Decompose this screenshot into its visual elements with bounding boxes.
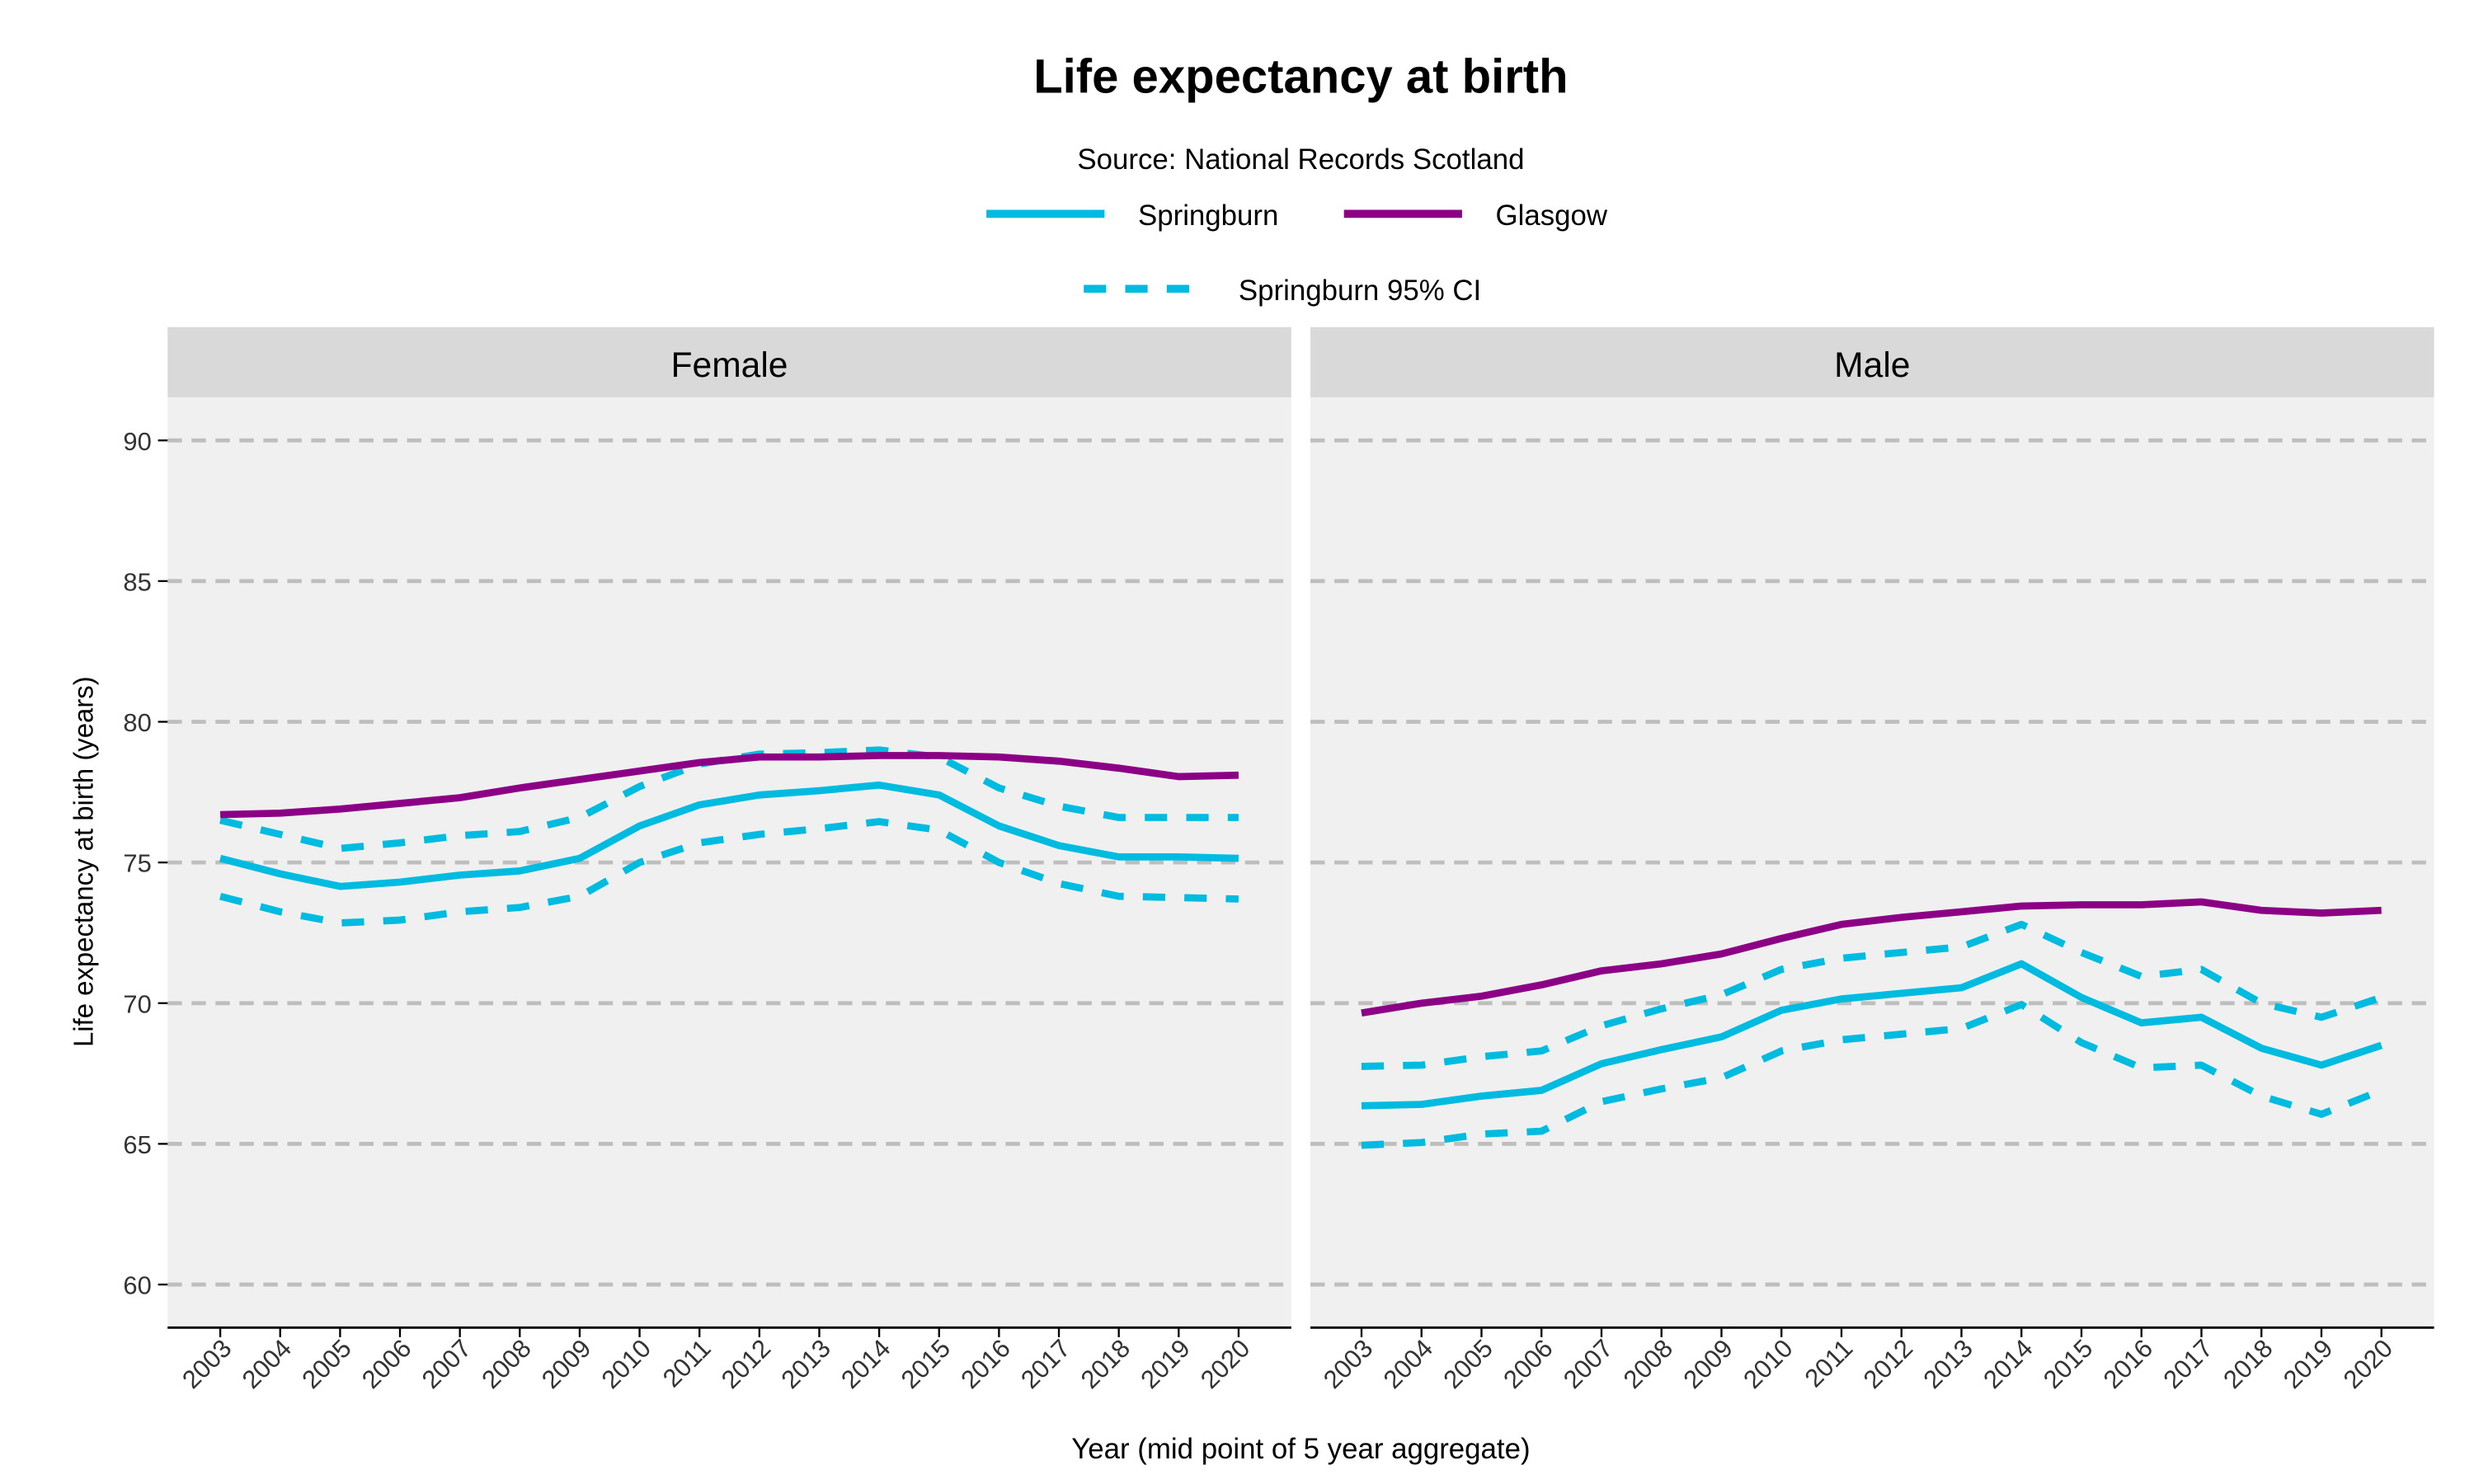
x-tick-label: 2020: [1195, 1334, 1255, 1394]
legend-springburn-label: Springburn: [1138, 200, 1278, 232]
facet-label: Female: [671, 345, 788, 385]
springburn-line: [219, 781, 1239, 890]
x-tick-label: 2014: [1978, 1334, 2038, 1394]
x-tick-label: 2003: [1318, 1334, 1378, 1394]
x-tick-label: 2008: [476, 1334, 536, 1394]
x-tick-label: 2005: [1437, 1334, 1498, 1394]
x-tick-label: 2013: [1917, 1334, 1978, 1394]
x-tick-label: 2018: [2218, 1334, 2278, 1394]
ci-lower-line: [219, 818, 1239, 927]
x-tick-label: 2014: [835, 1334, 896, 1394]
x-tick-label: 2003: [176, 1334, 237, 1394]
ci-upper-line: [1361, 920, 2383, 1070]
legend-ci-label: Springburn 95% CI: [1239, 275, 1481, 307]
y-axis-title: Life expectancy at birth (years): [68, 676, 98, 1047]
y-tick-label: 60: [123, 1271, 151, 1300]
x-tick-label: 2008: [1618, 1334, 1678, 1394]
y-tick-label: 75: [123, 849, 151, 878]
ci-upper-line: [219, 746, 1239, 852]
x-tick-label: 2007: [1558, 1334, 1618, 1394]
facet-strip: [167, 326, 1291, 397]
x-tick-label: 2007: [416, 1334, 477, 1394]
legend-glasgow-label: Glasgow: [1496, 200, 1608, 232]
glasgow-line: [1361, 898, 2382, 1017]
x-axis-title: Year (mid point of 5 year aggregate): [1071, 1433, 1530, 1465]
x-tick-label: 2018: [1075, 1334, 1136, 1394]
facet-strip: [1310, 326, 2434, 397]
x-tick-label: 2016: [2098, 1334, 2158, 1394]
x-tick-label: 2015: [896, 1334, 956, 1394]
legend: Springburn Glasgow Springburn 95% CI: [986, 200, 1608, 307]
x-tick-label: 2005: [296, 1334, 356, 1394]
chart-subtitle: Source: National Records Scotland: [1077, 143, 1524, 176]
y-tick-label: 70: [123, 989, 151, 1018]
x-tick-label: 2019: [1135, 1334, 1195, 1394]
x-tick-label: 2012: [1858, 1334, 1918, 1394]
x-tick-label: 2010: [1738, 1334, 1798, 1394]
x-tick-label: 2010: [596, 1334, 656, 1394]
x-tick-label: 2019: [2278, 1334, 2338, 1394]
springburn-line: [1361, 960, 2383, 1110]
chart-title: Life expectancy at birth: [1033, 49, 1568, 103]
glasgow-line: [219, 752, 1239, 819]
x-tick-label: 2009: [536, 1334, 596, 1394]
x-tick-label: 2017: [2157, 1334, 2218, 1394]
x-tick-label: 2015: [2038, 1334, 2098, 1394]
facet-label: Male: [1834, 345, 1910, 385]
y-tick-label: 85: [123, 567, 151, 596]
x-tick-label: 2012: [716, 1334, 776, 1394]
x-tick-label: 2020: [2338, 1334, 2398, 1394]
x-tick-label: 2011: [1799, 1334, 1859, 1393]
x-tick-label: 2004: [237, 1334, 297, 1394]
x-tick-label: 2011: [657, 1334, 717, 1393]
x-tick-label: 2009: [1677, 1334, 1738, 1394]
x-tick-label: 2004: [1378, 1334, 1438, 1394]
panel-male: Male 2003 2004 2005 2006 2007 2008 2009 2010 2011…: [1310, 326, 2434, 1394]
y-tick-label: 80: [123, 708, 151, 737]
y-tick-label: 90: [123, 427, 151, 456]
x-tick-label: 2016: [955, 1334, 1015, 1394]
x-tick-label: 2013: [775, 1334, 835, 1394]
y-tick-label: 65: [123, 1130, 151, 1159]
x-tick-label: 2006: [1498, 1334, 1558, 1394]
ci-lower-line: [1361, 1001, 2383, 1149]
x-tick-label: 2006: [356, 1334, 416, 1394]
x-tick-label: 2017: [1015, 1334, 1075, 1394]
